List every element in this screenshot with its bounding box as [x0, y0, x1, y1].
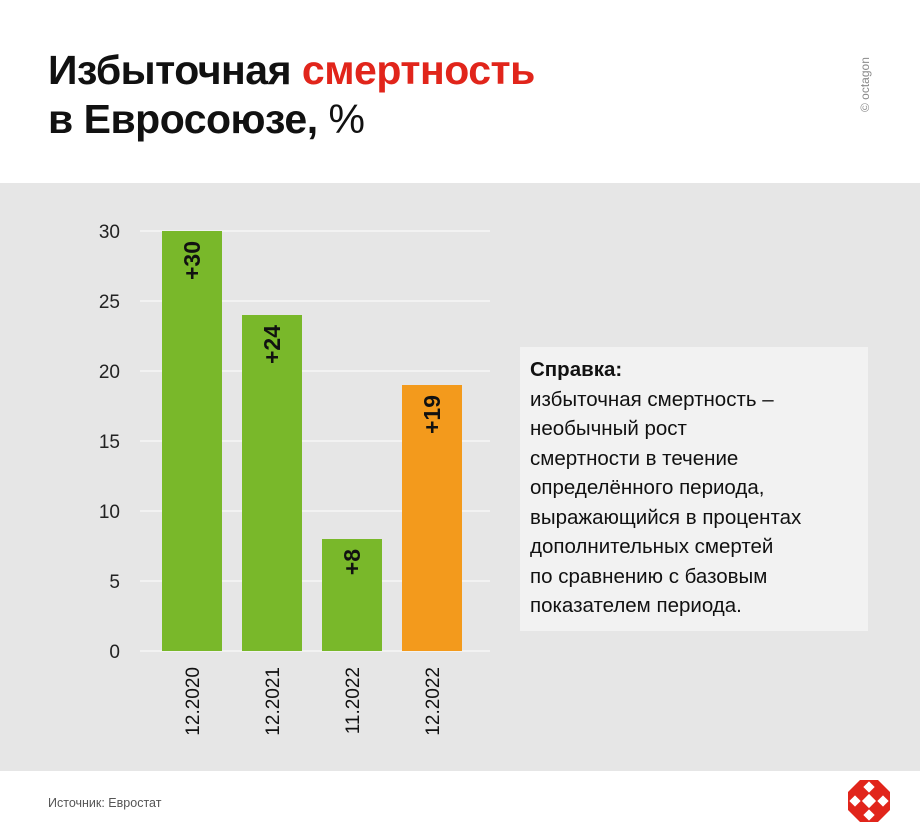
data-label: +19: [419, 395, 445, 434]
y-tick-label: 5: [109, 572, 120, 593]
note-line: показателем периода.: [530, 594, 742, 617]
note-line: выражающийся в процентах: [530, 505, 802, 529]
bar-chart: 0 5 10 15 20 25 30 +30 12.2020 +24 12.2021 +8 11.202…: [99, 222, 490, 736]
note-line: определённого периода,: [530, 476, 765, 499]
x-tick-label: 12.2022: [423, 667, 444, 736]
x-tick-label: 12.2021: [263, 667, 284, 736]
bar: [402, 385, 462, 651]
y-tick-label: 30: [99, 222, 120, 243]
source-note: Источник: Евростат: [48, 796, 162, 810]
title-unit: %: [317, 96, 365, 142]
octagon-logo-icon: [848, 780, 890, 822]
note-line: смертности в течение: [530, 446, 739, 470]
x-tick-label: 12.2020: [183, 667, 204, 736]
bar: [242, 315, 302, 651]
chart-panel: 0 5 10 15 20 25 30 +30 12.2020 +24 12.2021 +8 11.202…: [0, 183, 920, 771]
note-line: необычный рост: [530, 417, 687, 440]
title-part1: Избыточная: [48, 47, 302, 93]
note-line: избыточная смертность –: [530, 387, 774, 411]
x-tick-label: 11.2022: [343, 667, 364, 734]
definition-note: Справка: избыточная смертность – необычн…: [520, 347, 868, 631]
y-tick-label: 10: [99, 502, 120, 523]
data-label: +8: [339, 549, 365, 575]
data-label: +30: [179, 241, 205, 280]
chart-title: Избыточная смертность в Евросоюзе, %: [48, 46, 535, 144]
note-heading: Справка:: [530, 358, 623, 381]
note-line: дополнительных смертей: [530, 535, 774, 558]
note-line: по сравнению с базовым: [530, 564, 768, 588]
y-tick-label: 15: [99, 432, 120, 453]
brand-label: © octagon: [858, 57, 872, 112]
title-accent: смертность: [301, 47, 535, 93]
data-label: +24: [259, 325, 285, 364]
bar: [162, 231, 222, 651]
y-tick-label: 20: [99, 362, 120, 383]
y-tick-label: 0: [109, 642, 120, 663]
y-tick-label: 25: [99, 292, 120, 313]
bar: [322, 539, 382, 651]
title-part2: в Евросоюзе,: [48, 96, 318, 142]
